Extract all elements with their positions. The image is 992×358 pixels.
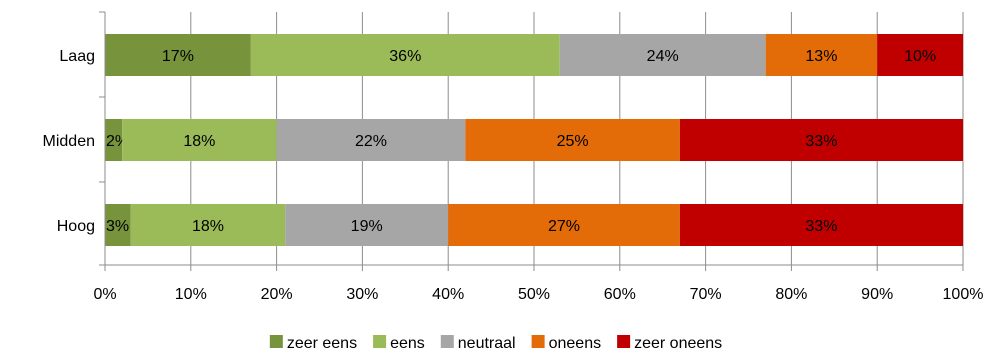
legend-label: neutraal <box>458 335 516 352</box>
x-tick-label: 90% <box>861 286 893 303</box>
bar-segment <box>130 204 286 246</box>
bar-segment <box>465 119 680 161</box>
legend-label: zeer eens <box>287 335 357 352</box>
data-label: 18% <box>192 218 224 235</box>
x-tick-label: 60% <box>604 286 636 303</box>
data-label: 27% <box>548 218 580 235</box>
category-labels: Laag Midden Hoog <box>43 48 95 235</box>
data-label: 17% <box>162 48 194 65</box>
bars: 17% 36% 24% 13% 10%2% 18% 22% 25% 33%3% 18% 19% 27%… <box>105 34 963 246</box>
x-tick-label: 100% <box>943 286 984 303</box>
category-label: Midden <box>43 133 95 150</box>
bar-segment <box>765 34 878 76</box>
legend-label: eens <box>390 335 425 352</box>
data-label: 19% <box>351 218 383 235</box>
data-label: 22% <box>355 133 387 150</box>
category-label: Laag <box>59 48 95 65</box>
data-label: 36% <box>389 48 421 65</box>
data-label: 25% <box>557 133 589 150</box>
bar-segment <box>250 34 560 76</box>
x-tick-label: 0% <box>93 286 116 303</box>
legend-label: oneens <box>549 335 602 352</box>
bar-segment <box>679 119 963 161</box>
data-label: 10% <box>904 48 936 65</box>
legend: zeer eens eens neutraal oneens zeer oneens <box>269 335 722 352</box>
data-label: 33% <box>805 218 837 235</box>
bar-segment <box>276 119 466 161</box>
x-tick-labels: 0% 10% 20% 30% 40% 50% 60% 70% 80% 90% 100% <box>93 286 983 303</box>
axes <box>99 11 964 271</box>
x-tick-label: 70% <box>690 286 722 303</box>
category-label: Hoog <box>57 218 95 235</box>
bar-segment <box>559 34 766 76</box>
bar-segment <box>448 204 680 246</box>
legend-label: zeer oneens <box>634 335 722 352</box>
data-label: 24% <box>647 48 679 65</box>
data-label: 3% <box>106 218 129 235</box>
bar-segment <box>105 119 123 161</box>
data-label: 33% <box>805 133 837 150</box>
legend-swatch <box>531 335 545 348</box>
legend-swatch <box>373 335 387 348</box>
x-tick-label: 80% <box>775 286 807 303</box>
data-label: 18% <box>183 133 215 150</box>
x-tick-label: 40% <box>432 286 464 303</box>
bar-segment <box>877 34 963 76</box>
x-tick-label: 50% <box>518 286 550 303</box>
legend-swatch <box>269 335 283 348</box>
bar-segment <box>285 204 449 246</box>
x-tick-label: 10% <box>175 286 207 303</box>
data-label: 13% <box>805 48 837 65</box>
bar-segment <box>105 34 251 76</box>
bar-segment <box>679 204 963 246</box>
x-tick-label: 20% <box>261 286 293 303</box>
bar-segment <box>105 204 131 246</box>
bar-segment <box>122 119 277 161</box>
x-tick-label: 30% <box>346 286 378 303</box>
legend-swatch <box>440 335 454 348</box>
legend-swatch <box>617 335 631 348</box>
